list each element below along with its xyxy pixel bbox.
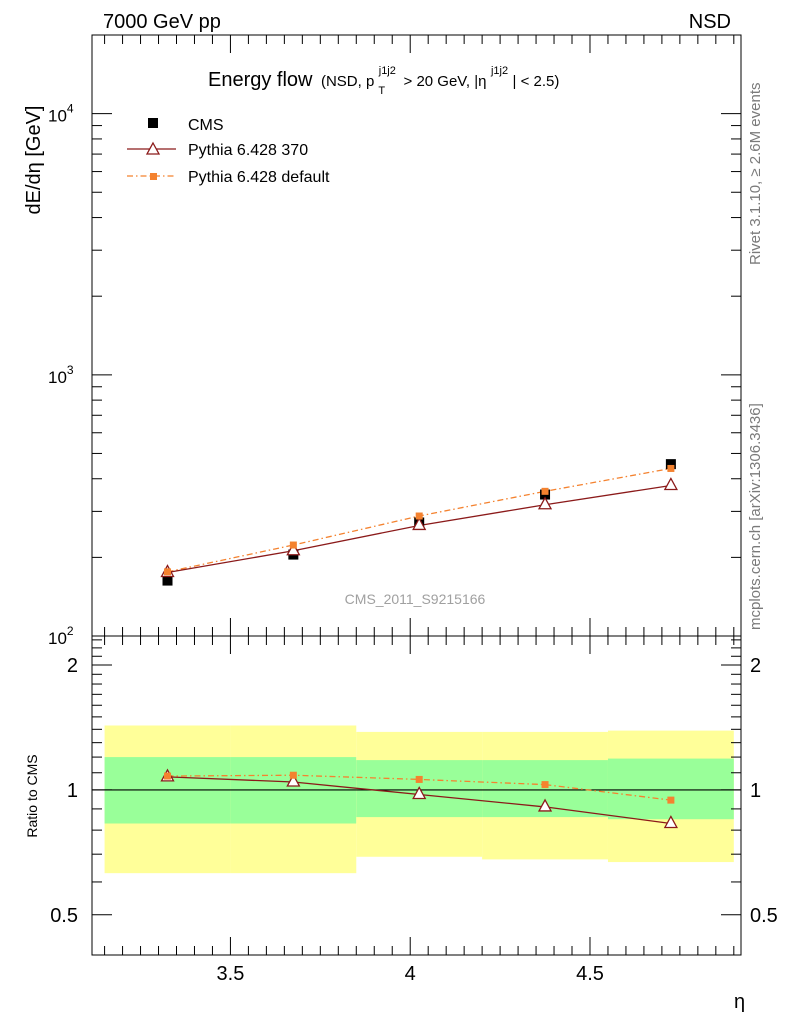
title-main: Energy flow bbox=[208, 69, 313, 91]
ratio-y-tick-label-right: 0.5 bbox=[750, 905, 778, 927]
ratio-pythia-370-point bbox=[412, 786, 427, 800]
legend-label-pythia-370: Pythia 6.428 370 bbox=[188, 142, 308, 159]
pythia-default-point bbox=[667, 464, 675, 472]
header-right: NSD bbox=[689, 11, 731, 33]
pythia-370-point bbox=[286, 542, 301, 556]
title-cuts-close: | < 2.5) bbox=[513, 73, 560, 90]
ratio-pythia-370-point bbox=[286, 773, 301, 787]
legend: CMS Pythia 6.428 370 Pythia 6.428 defaul… bbox=[127, 117, 330, 186]
title-cuts-sup2: j1j2 bbox=[490, 65, 508, 77]
title-cuts-sub: T bbox=[378, 85, 385, 97]
ratio-y-tick-label-left: 2 bbox=[67, 655, 78, 677]
rivet-version-label: Rivet 3.1.10, ≥ 2.6M events bbox=[747, 83, 764, 266]
ratio-y-tick-label-right: 1 bbox=[750, 780, 761, 802]
ratio-pythia-default-point bbox=[164, 772, 172, 780]
ratio-panel: 0.5 0.5 1 1 2 2 3.5 4 4.5 Ratio to CMS η bbox=[24, 635, 778, 1013]
main-panel: 102 103 104 dE/dη [GeV] Energy flow (NSD, … bbox=[23, 34, 742, 648]
ratio-pythia-370-point bbox=[537, 798, 553, 812]
pythia-370-point bbox=[663, 477, 678, 491]
legend-label-pythia-default: Pythia 6.428 default bbox=[188, 169, 330, 186]
x-tick-label: 4 bbox=[405, 963, 416, 985]
ratio-pythia-default-point bbox=[667, 796, 675, 804]
uncertainty-band-inner bbox=[607, 758, 734, 820]
main-y-tick-label: 104 bbox=[48, 102, 74, 126]
x-tick-label: 4.5 bbox=[576, 963, 604, 985]
ratio-frame bbox=[91, 635, 742, 956]
main-y-tick-label: 103 bbox=[48, 363, 74, 387]
analysis-watermark: CMS_2011_S9215166 bbox=[345, 591, 486, 607]
legend-label-cms: CMS bbox=[188, 117, 224, 134]
ratio-ylabel: Ratio to CMS bbox=[24, 754, 40, 837]
title-cuts-sup: j1j2 bbox=[378, 65, 396, 77]
ratio-pythia-default-point bbox=[541, 781, 549, 789]
pythia-default-point bbox=[541, 487, 549, 495]
title-cuts-open: (NSD, p bbox=[321, 73, 374, 90]
x-axis-label: η bbox=[734, 991, 745, 1013]
mcplots-label: mcplots.cern.ch [arXiv:1306.3436] bbox=[747, 403, 764, 630]
legend-item-pythia-default: Pythia 6.428 default bbox=[127, 169, 330, 186]
ratio-y-tick-label-left: 1 bbox=[67, 780, 78, 802]
ratio-pythia-default-point bbox=[289, 771, 297, 779]
pythia-default-point bbox=[164, 568, 172, 576]
legend-marker-pythia-default bbox=[150, 173, 157, 180]
pythia-370-point bbox=[537, 496, 553, 510]
cms-point bbox=[665, 459, 676, 470]
x-tick-label: 3.5 bbox=[217, 963, 245, 985]
ratio-line-pythia-default bbox=[167, 774, 671, 801]
ratio-y-tick-label-right: 2 bbox=[750, 655, 761, 677]
legend-item-cms: CMS bbox=[148, 117, 224, 134]
cms-point bbox=[162, 575, 173, 586]
title-cuts-mid: > 20 GeV, |η bbox=[404, 73, 487, 90]
header-left: 7000 GeV pp bbox=[103, 11, 221, 33]
legend-marker-cms bbox=[148, 118, 158, 128]
chart-title: Energy flow (NSD, p j1j2 T > 20 GeV, |η … bbox=[208, 61, 559, 98]
legend-marker-pythia-370 bbox=[145, 141, 161, 155]
main-y-tick-label: 102 bbox=[48, 624, 74, 648]
main-ylabel: dE/dη [GeV] bbox=[23, 106, 45, 215]
ratio-y-tick-label-left: 0.5 bbox=[50, 905, 78, 927]
ratio-pythia-370-point bbox=[663, 815, 678, 829]
legend-item-pythia-370: Pythia 6.428 370 bbox=[127, 141, 308, 159]
pythia-370-point bbox=[412, 517, 427, 531]
ratio-pythia-default-point bbox=[415, 775, 423, 783]
pythia-default-point bbox=[289, 541, 297, 549]
pythia-default-point bbox=[415, 512, 423, 520]
